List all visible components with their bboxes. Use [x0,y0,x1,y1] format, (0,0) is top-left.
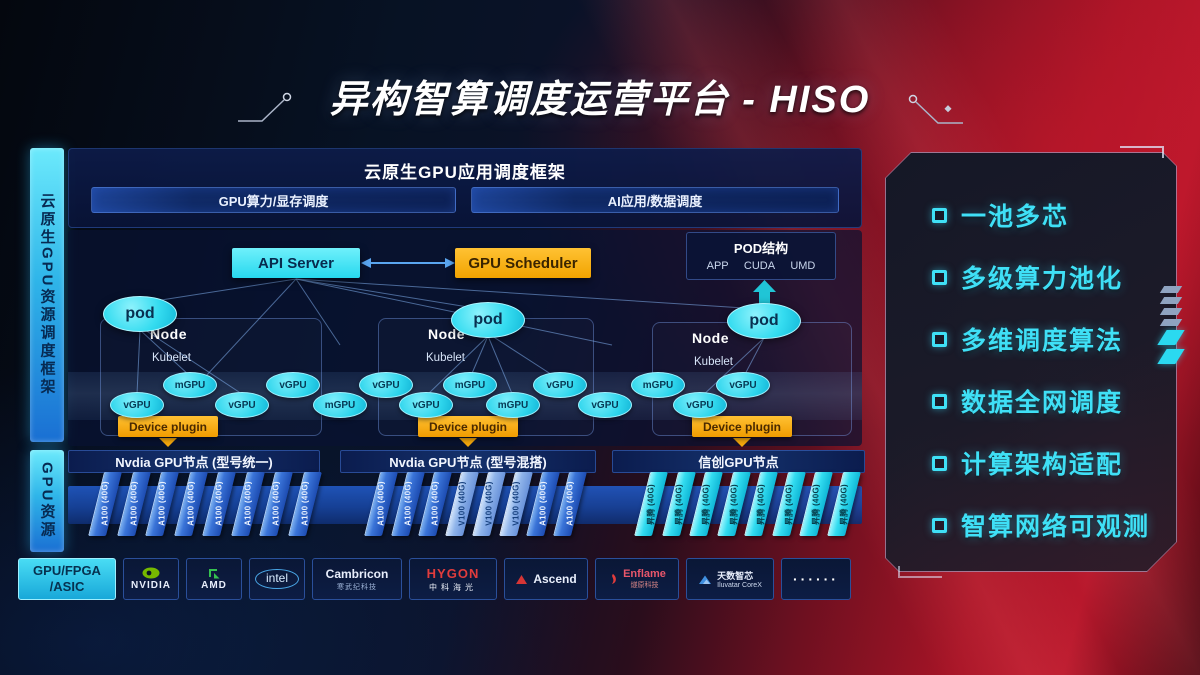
gpu-node-header-3: 信创GPU节点 [612,450,865,473]
node-label-2: Node [428,326,465,342]
intel-label: intel [254,569,299,589]
sidebar-framework-bar: 云原生GPU资源调度框架 [30,148,64,442]
square-bullet-icon [932,456,947,471]
kubelet-label-1: Kubelet [152,352,192,364]
kubelet-label-2: Kubelet [426,352,466,364]
node-label-1: Node [150,326,187,342]
vendor-hygon: HYGON 中科海光 [409,558,497,600]
vendor-ascend: Ascend [504,558,588,600]
vendor-cambricon: Cambricon 寒武纪科技 [312,558,402,600]
feature-item-5: 计算架构适配 [932,445,1158,481]
feature-label-6: 智算网络可观测 [961,513,1151,541]
title-bar: 异构智算调度运营平台 - HISO [0,68,1200,123]
vendor-amd: AMD [186,558,242,600]
feature-label-5: 计算架构适配 [961,451,1124,479]
device-plugin-2: Device plugin [418,416,518,437]
cambricon-sub-label: 寒武纪科技 [337,583,377,591]
feature-label-4: 数据全网调度 [961,389,1124,417]
feature-panel: 一池多芯 多级算力池化 多维调度算法 数据全网调度 计算架构适配 智算网络可观测 [886,153,1176,571]
feature-item-6: 智算网络可观测 [932,507,1158,543]
square-bullet-icon [932,332,947,347]
pod-struct-title: POD结构 [733,241,789,256]
feature-label-1: 一池多芯 [961,203,1070,231]
hazard-stripes-icon [1157,286,1185,364]
square-bullet-icon [932,518,947,533]
iluvatar-sub-label: Iluvatar CoreX [717,582,762,589]
enflame-flame-icon [612,573,617,584]
iluvatar-label: 天数智芯 [717,571,754,581]
gpu-node-header-2: Nvdia GPU节点 (型号混搭) [340,450,596,473]
ascend-label: Ascend [533,572,577,586]
feature-label-2: 多级算力池化 [961,265,1124,293]
ascend-logo-icon [516,574,528,584]
gpu-scheduler-box: GPU Scheduler [455,248,591,278]
pod-ellipse-3: pod [727,303,801,339]
amd-arrow-icon [208,569,219,579]
ai-data-scheduling-bar: AI应用/数据调度 [471,187,839,213]
pod-ellipse-2: pod [451,302,525,338]
vendor-iluvatar: 天数智芯 Iluvatar CoreX [686,558,774,600]
vendor-intel: intel [249,558,305,600]
pod-ellipse-1: pod [103,296,177,332]
feature-item-2: 多级算力池化 [932,259,1158,295]
pod-struct-item-umd: UMD [790,260,816,272]
more-vendors-label: ······ [793,571,839,587]
sidebar-gpu-resource-label: GPU资源 [38,462,56,540]
amd-label: AMD [201,580,227,591]
iluvatar-triangle-icon [699,575,712,584]
device-plugin-3: Device plugin [692,416,792,437]
feature-item-4: 数据全网调度 [932,383,1158,419]
gpu-memory-scheduling-bar: GPU算力/显存调度 [91,187,456,213]
api-server-box: API Server [232,248,360,278]
vendor-row: GPU/FPGA /ASIC NVIDIA AMD intel Cambrico… [18,558,864,600]
pod-struct-item-cuda: CUDA [743,260,776,272]
enflame-sub-label: 燧原科技 [630,582,659,589]
device-plugin-1: Device plugin [118,416,218,437]
feature-item-3: 多维调度算法 [932,321,1158,357]
pod-struct-box: POD结构 APP CUDA UMD [686,232,836,280]
hygon-sub-label: 中科海光 [429,582,477,592]
feature-label-3: 多维调度算法 [961,327,1124,355]
hygon-label: HYGON [426,565,480,581]
gpu-fpga-asic-label: GPU/FPGA /ASIC [18,558,116,600]
kubelet-label-3: Kubelet [694,356,734,368]
app-scheduling-heading: 云原生GPU应用调度框架 [364,163,566,182]
vendor-nvidia: NVIDIA [123,558,179,600]
cambricon-label: Cambricon [325,566,389,581]
square-bullet-icon [932,270,947,285]
node-label-3: Node [692,330,729,346]
vendor-enflame: Enflame 燧原科技 [595,558,679,600]
pod-struct-item-app: APP [706,260,729,272]
square-bullet-icon [932,394,947,409]
feature-item-1: 一池多芯 [932,197,1158,233]
feature-panel-frame: 一池多芯 多级算力池化 多维调度算法 数据全网调度 计算架构适配 智算网络可观测 [885,152,1177,572]
enflame-label: Enflame [623,568,666,580]
vendor-more: ······ [781,558,851,600]
gpu-cards-band [68,486,862,524]
sidebar-gpu-resource-bar: GPU资源 [30,450,64,552]
nvidia-eye-icon [142,567,160,579]
app-scheduling-panel: 云原生GPU应用调度框架 GPU算力/显存调度 AI应用/数据调度 [68,148,862,228]
nvidia-label: NVIDIA [131,580,171,591]
sidebar-framework-label: 云原生GPU资源调度框架 [38,193,56,397]
gpu-node-header-1: Nvdia GPU节点 (型号统一) [68,450,320,473]
category-line2: /ASIC [49,579,85,594]
square-bullet-icon [932,208,947,223]
category-line1: GPU/FPGA [33,563,101,579]
page-title: 异构智算调度运营平台 - HISO [329,79,871,121]
